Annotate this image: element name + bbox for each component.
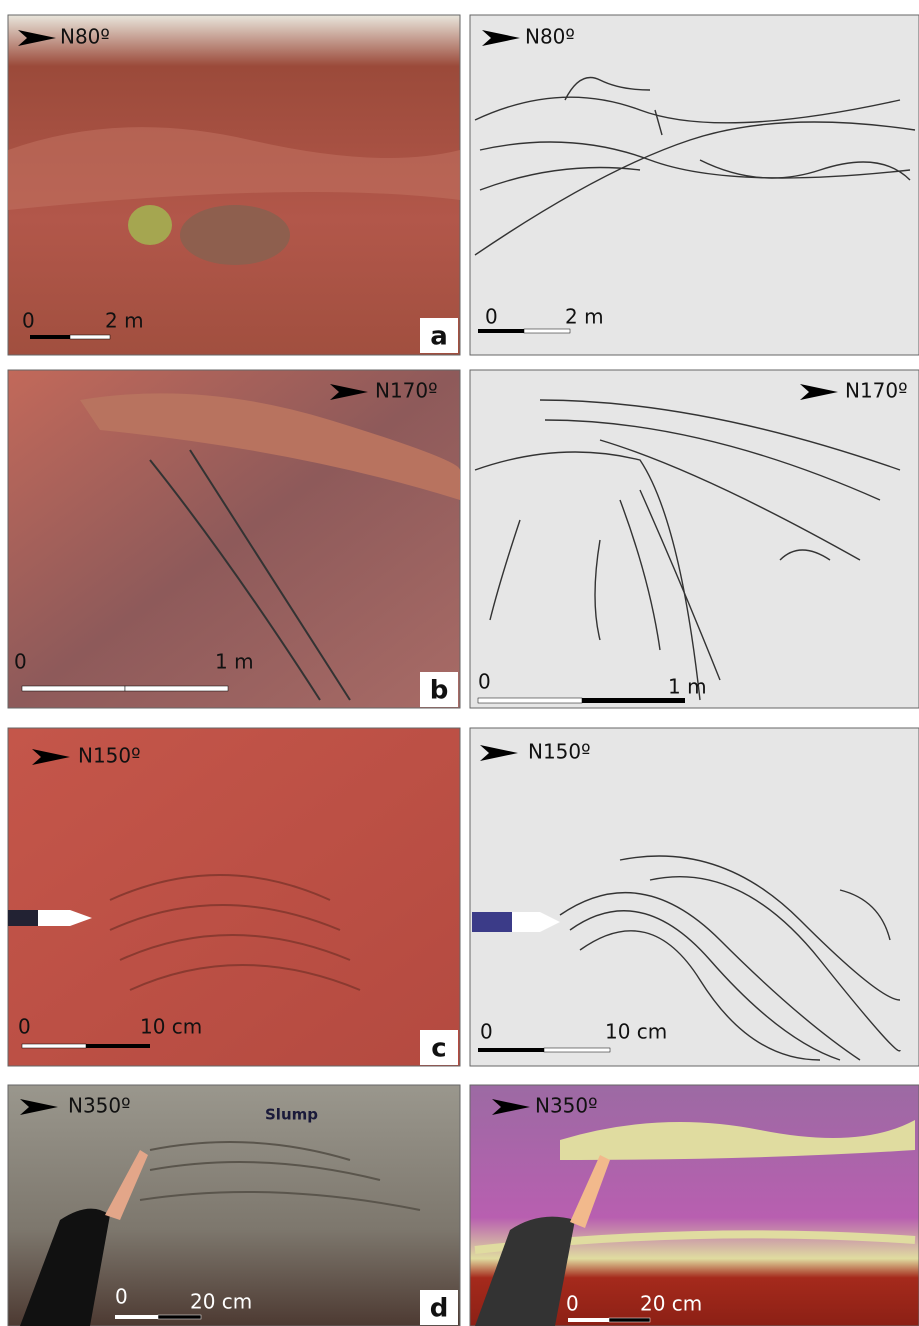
scale-bar bbox=[70, 335, 110, 339]
scale-bar bbox=[22, 686, 125, 691]
scale-bar bbox=[478, 1048, 544, 1052]
panel-label: d bbox=[430, 1294, 449, 1324]
orientation: N350º bbox=[68, 1094, 131, 1118]
orientation: N80º bbox=[525, 25, 575, 49]
orientation: N150º bbox=[528, 740, 591, 764]
scale-bar bbox=[544, 1048, 610, 1052]
scale-start: 0 bbox=[485, 305, 498, 329]
scale-bar bbox=[86, 1044, 150, 1048]
scale-bar bbox=[582, 698, 685, 703]
orientation: N170º bbox=[845, 379, 908, 403]
scale-end: 20 cm bbox=[640, 1292, 702, 1316]
scale-bar bbox=[115, 1315, 158, 1319]
orientation: N350º bbox=[535, 1094, 598, 1118]
scale-bar bbox=[158, 1315, 201, 1319]
orientation: N170º bbox=[375, 379, 438, 403]
scale-end: 1 m bbox=[215, 650, 254, 674]
figure: N80º 0 2 m a N80º 0 2 m N170º 0 1 m b N1… bbox=[0, 0, 919, 1326]
scale-bar bbox=[30, 335, 70, 339]
shrub bbox=[128, 205, 172, 245]
scale-bar bbox=[22, 1044, 86, 1048]
scale-start: 0 bbox=[478, 670, 491, 694]
scale-bar bbox=[609, 1318, 650, 1322]
orientation: N150º bbox=[78, 744, 141, 768]
scale-start: 0 bbox=[566, 1292, 579, 1316]
scale-start: 0 bbox=[22, 309, 35, 333]
scale-start: 0 bbox=[115, 1285, 128, 1309]
drawing-c bbox=[470, 728, 919, 1066]
photo-c bbox=[8, 728, 460, 1066]
scale-start: 0 bbox=[14, 650, 27, 674]
scale-bar bbox=[568, 1318, 609, 1322]
panel-label: a bbox=[430, 322, 448, 352]
scale-end: 10 cm bbox=[140, 1015, 202, 1039]
scale-bar bbox=[478, 698, 582, 703]
drawing-a bbox=[470, 15, 919, 355]
scale-end: 10 cm bbox=[605, 1020, 667, 1044]
scale-start: 0 bbox=[480, 1020, 493, 1044]
annotation: Slump bbox=[265, 1106, 318, 1124]
scale-end: 2 m bbox=[565, 305, 604, 329]
pen bbox=[8, 910, 38, 926]
scale-end: 20 cm bbox=[190, 1290, 252, 1314]
scale-bar bbox=[478, 329, 524, 333]
boulder bbox=[180, 205, 290, 265]
page: Outcrop figure {"panels": [ {"label": "a… bbox=[0, 0, 919, 1326]
scale-bar bbox=[524, 329, 570, 333]
panel-label: c bbox=[431, 1034, 446, 1064]
scale-end: 2 m bbox=[105, 309, 144, 333]
scale-bar bbox=[125, 686, 228, 691]
scale-end: 1 m bbox=[668, 675, 707, 699]
scale-start: 0 bbox=[18, 1015, 31, 1039]
pen bbox=[472, 912, 512, 932]
orientation: N80º bbox=[60, 25, 110, 49]
panel-label: b bbox=[430, 676, 449, 706]
body: N80º 0 2 m a N80º 0 2 m N170º 0 1 m b N1… bbox=[0, 0, 919, 1326]
